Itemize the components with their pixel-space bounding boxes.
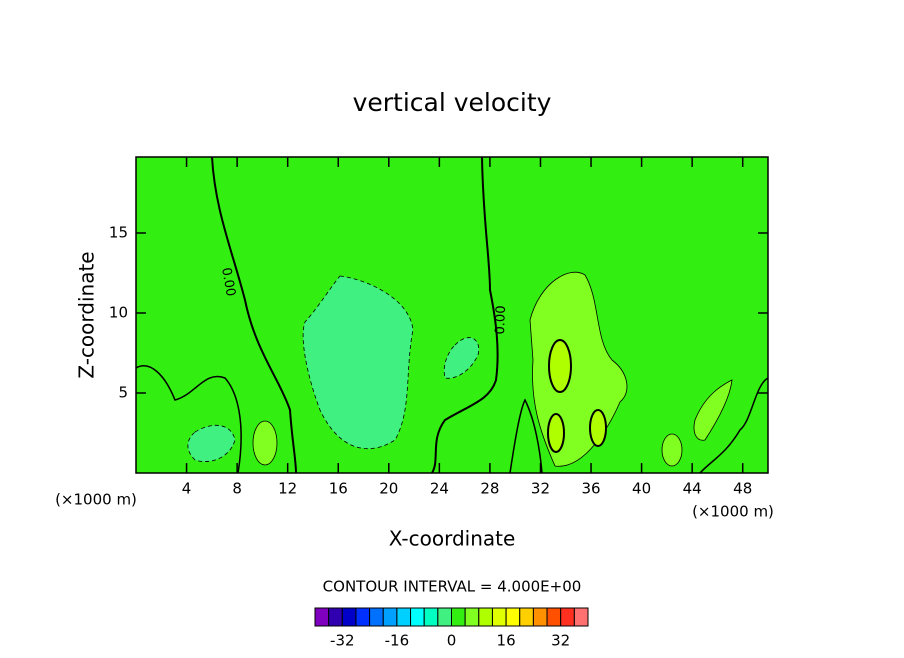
colorbar-box [396, 607, 412, 627]
colorbar-box [532, 607, 548, 627]
y-unit: (×1000 m) [55, 491, 137, 509]
contour-region [589, 409, 607, 447]
contour-field: 0.00 0.00 [135, 156, 769, 474]
x-tick-label: 20 [379, 480, 398, 498]
contour-region [661, 433, 683, 467]
chart-title: vertical velocity [353, 88, 552, 117]
x-tick-label: 16 [329, 480, 348, 498]
contour-region [693, 379, 733, 441]
colorbar-box [369, 607, 384, 627]
colorbar-box [491, 607, 507, 627]
colorbar-box [355, 607, 371, 627]
contour-region [547, 413, 565, 453]
colorbar-box [519, 607, 534, 627]
contour-line [509, 398, 543, 474]
contour-label: 0.00 [218, 266, 238, 297]
colorbar-box [410, 607, 425, 627]
y-tick-label: 10 [109, 304, 128, 322]
x-tick-label: 8 [232, 480, 242, 498]
contour-region [302, 275, 414, 450]
x-tick-label: 12 [278, 480, 297, 498]
x-axis-label: X-coordinate [389, 527, 516, 551]
x-tick-label: 44 [683, 480, 702, 498]
colorbar-tick-label: -32 [330, 632, 355, 650]
colorbar-tick-label: 16 [497, 632, 516, 650]
x-tick-label: 4 [182, 480, 192, 498]
colorbar-box [464, 607, 480, 627]
contour-region [443, 337, 480, 379]
colorbar-box [382, 607, 398, 627]
colorbar-box [341, 607, 357, 627]
x-tick-label: 36 [581, 480, 600, 498]
contour-interval: CONTOUR INTERVAL = 4.000E+00 [323, 578, 582, 596]
x-tick-label: 32 [531, 480, 550, 498]
colorbar-tick-label: 32 [551, 632, 570, 650]
y-axis-label: Z-coordinate [75, 251, 99, 378]
colorbar-box [573, 607, 589, 627]
colorbar-tick-label: 0 [447, 632, 457, 650]
x-tick-label: 24 [430, 480, 449, 498]
colorbar-box [451, 607, 466, 627]
y-tick-label: 5 [118, 384, 128, 402]
x-unit: (×1000 m) [692, 503, 774, 521]
colorbar-box [560, 607, 575, 627]
contour-line [135, 365, 242, 474]
zero-contour [211, 156, 297, 474]
colorbar-box [505, 607, 521, 627]
zero-contour [431, 156, 499, 474]
colorbar-box [423, 607, 439, 627]
colorbar-box [437, 607, 453, 627]
colorbar-box [478, 607, 493, 627]
contour-region [187, 424, 236, 462]
y-tick-label: 15 [109, 224, 128, 242]
plot-frame [135, 156, 769, 474]
colorbar-tick-label: -16 [385, 632, 410, 650]
colorbar-box [328, 607, 343, 627]
contour-region [548, 339, 572, 393]
field-background [136, 157, 768, 473]
x-tick-label: 48 [733, 480, 752, 498]
x-tick-label: 40 [632, 480, 651, 498]
colorbar-box [314, 607, 330, 627]
contour-region [252, 420, 278, 466]
contour-line [699, 377, 769, 474]
x-tick-label: 28 [480, 480, 499, 498]
colorbar-box [546, 607, 562, 627]
contour-label: 0.00 [493, 305, 509, 334]
